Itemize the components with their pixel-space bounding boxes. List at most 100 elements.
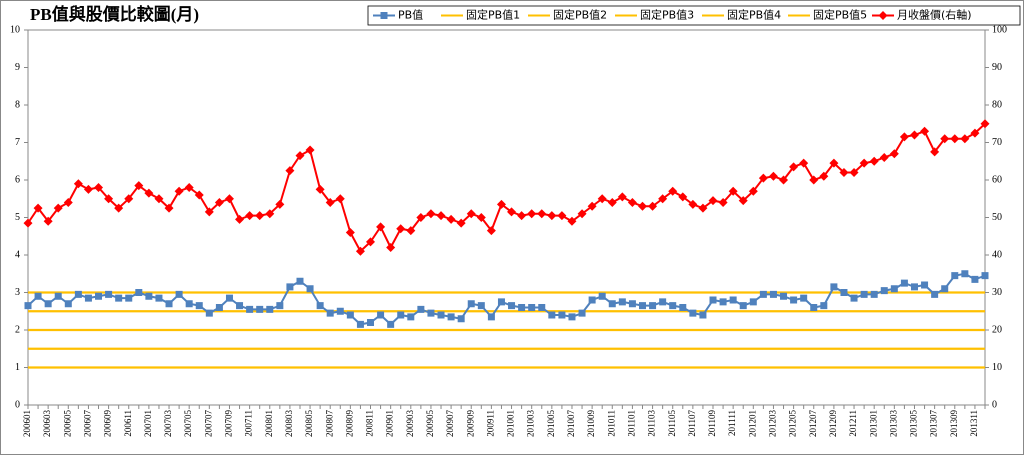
marker	[830, 283, 838, 291]
marker	[427, 309, 435, 317]
marker	[466, 209, 476, 219]
marker	[73, 179, 83, 189]
x-tick-label: 200705	[183, 410, 193, 438]
marker	[94, 183, 104, 192]
marker	[84, 294, 92, 302]
y2-tick-label: 30	[992, 287, 1002, 298]
marker	[507, 207, 517, 217]
marker	[809, 175, 819, 185]
marker	[145, 292, 153, 300]
marker	[659, 298, 667, 306]
marker	[24, 302, 32, 310]
x-tick-label: 201305	[909, 410, 919, 438]
x-tick-label: 201303	[888, 410, 898, 438]
marker	[195, 302, 203, 310]
marker	[477, 302, 485, 310]
marker	[496, 199, 506, 209]
x-tick-label: 200609	[103, 410, 113, 438]
marker	[971, 275, 979, 283]
marker	[114, 203, 124, 213]
marker	[547, 211, 557, 221]
marker	[637, 201, 647, 211]
marker	[215, 304, 223, 311]
y-tick-label: 7	[15, 137, 20, 148]
marker	[970, 128, 980, 138]
marker	[587, 201, 597, 211]
marker	[920, 126, 930, 136]
marker	[275, 199, 285, 209]
x-tick-label: 200701	[143, 410, 153, 437]
marker	[951, 272, 959, 280]
marker	[386, 243, 396, 252]
x-tick-label: 200603	[42, 410, 52, 438]
marker	[689, 309, 697, 317]
marker	[104, 194, 114, 204]
marker	[628, 300, 636, 308]
marker	[900, 279, 908, 287]
marker	[497, 298, 505, 306]
marker	[738, 196, 748, 206]
x-tick-label: 200809	[344, 410, 354, 438]
marker	[316, 302, 324, 310]
marker	[456, 218, 466, 228]
marker	[870, 290, 878, 298]
marker	[154, 194, 164, 204]
marker	[426, 209, 436, 219]
marker	[235, 214, 245, 224]
marker	[476, 213, 486, 222]
marker	[578, 309, 586, 317]
marker	[598, 292, 606, 300]
marker	[44, 300, 52, 308]
x-tick-label: 201101	[626, 410, 636, 437]
marker	[768, 171, 778, 181]
marker	[467, 300, 475, 308]
marker	[859, 158, 869, 168]
x-tick-label: 200601	[22, 410, 32, 437]
marker	[23, 218, 33, 228]
x-tick-label: 201103	[647, 410, 657, 437]
legend-label: 固定PB值1	[466, 8, 520, 22]
marker	[930, 147, 940, 157]
x-tick-label: 200911	[485, 410, 495, 437]
marker	[124, 194, 134, 204]
y-tick-label: 8	[15, 99, 20, 110]
marker	[134, 181, 144, 191]
marker	[326, 309, 334, 317]
marker	[649, 302, 657, 310]
x-tick-label: 200805	[304, 410, 314, 438]
x-tick-label: 201009	[586, 410, 596, 438]
marker	[214, 198, 224, 207]
marker	[397, 311, 405, 319]
y-tick-label: 1	[15, 362, 20, 373]
marker	[245, 211, 255, 221]
marker	[568, 313, 576, 321]
marker	[486, 226, 496, 236]
x-tick-label: 200903	[405, 410, 415, 438]
marker	[860, 290, 868, 298]
marker	[849, 168, 859, 177]
marker	[758, 173, 768, 183]
marker	[266, 305, 274, 313]
marker	[175, 290, 183, 298]
x-tick-label: 200801	[264, 410, 274, 437]
y-tick-label: 5	[15, 212, 20, 223]
marker	[366, 237, 376, 247]
marker	[899, 132, 909, 142]
y2-tick-label: 0	[992, 399, 997, 410]
marker	[336, 307, 344, 315]
marker	[406, 226, 416, 236]
x-tick-label: 200605	[62, 410, 72, 438]
marker	[981, 272, 989, 280]
marker	[194, 190, 204, 200]
marker	[669, 302, 677, 310]
marker	[960, 134, 970, 144]
marker	[135, 289, 143, 296]
marker	[840, 289, 848, 296]
legend-marker	[878, 11, 888, 20]
marker	[810, 304, 818, 311]
marker	[125, 294, 133, 302]
marker	[880, 287, 888, 295]
marker	[528, 304, 536, 311]
marker	[276, 302, 284, 310]
